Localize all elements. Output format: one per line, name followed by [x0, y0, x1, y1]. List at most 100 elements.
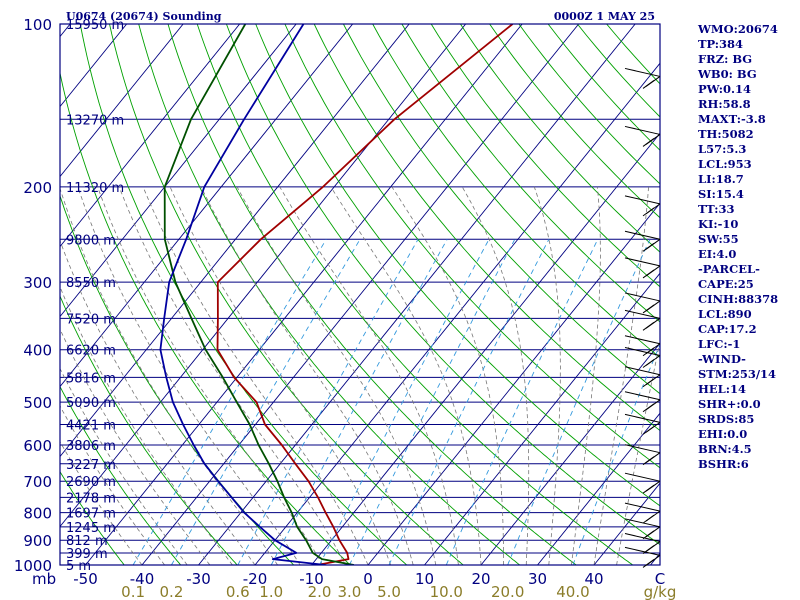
height-label: 8550 m [66, 276, 116, 291]
pressure-tick-label: 200 [23, 179, 52, 197]
stat-item: LI:18.7 [698, 172, 744, 186]
dry-adiabat-line [343, 24, 660, 395]
moist-adiabat-line [533, 186, 561, 565]
profile-lines [159, 24, 514, 565]
mixing-ratio-line [388, 239, 550, 565]
dry-adiabat-line [60, 295, 238, 565]
moist-adiabat-line [279, 186, 459, 565]
mixing-ratio-label: 0.1 [121, 583, 145, 600]
dry-adiabat-line [255, 24, 660, 507]
isotherm-line [254, 62, 660, 565]
stat-item: -WIND- [698, 352, 746, 366]
dry-adiabat-line [60, 70, 351, 565]
temperature-tick-label: -30 [186, 570, 211, 588]
dry-adiabat-line [109, 24, 464, 565]
height-label: 9800 m [66, 233, 116, 248]
stat-item: STM:253/14 [698, 367, 777, 381]
moist-adiabat-line [571, 186, 601, 565]
mixing-ratio-label: 10.0 [430, 583, 463, 600]
stat-item: LCL:953 [698, 157, 752, 171]
wind-barb [624, 472, 661, 494]
isotherm-line [60, 24, 354, 388]
mixing-ratio-line [572, 343, 660, 565]
wind-barb [624, 444, 661, 466]
mixing-ratio-label: 2.0 [308, 583, 332, 600]
stat-item: LFC:-1 [698, 337, 741, 351]
mixing-ratio-line [237, 239, 419, 565]
pressure-tick-label: 800 [23, 505, 52, 523]
moist-adiabat-line [60, 328, 211, 565]
isotherm-line [0, 24, 14, 565]
height-label: 15950 m [66, 18, 124, 33]
chart-title: U0674 (20674) Sounding [66, 10, 222, 23]
stat-item: WMO:20674 [698, 22, 778, 36]
stat-item: KI:-10 [698, 217, 739, 231]
moist-adiabat-line [118, 186, 346, 565]
isotherm-line [537, 412, 660, 565]
wind-barb [624, 67, 661, 89]
stat-item: HEL:14 [698, 382, 746, 396]
temperature-tick-label: 20 [471, 570, 490, 588]
mixing-ratio-label: 1.0 [259, 583, 283, 600]
dry-adiabat-line [430, 24, 660, 288]
moist-adiabat-line [60, 285, 233, 565]
height-label: 4421 m [66, 419, 116, 434]
dry-adiabat-line [196, 24, 633, 565]
mixing-ratio-line [132, 239, 327, 565]
stat-item: TP:384 [698, 37, 744, 51]
stat-item: CINH:88378 [698, 292, 779, 306]
temperature-tick-label: 0 [363, 570, 373, 588]
temperature-tick-label: -40 [130, 570, 155, 588]
dry-adiabat-line [460, 24, 660, 253]
wind-barb [624, 335, 661, 357]
moist-adiabat-line [77, 186, 301, 565]
temperature-tick-label: 30 [528, 570, 547, 588]
wind-barb [624, 125, 661, 147]
moist-adiabat-line [142, 186, 369, 565]
height-label: 3806 m [66, 439, 116, 454]
isotherm-line [480, 342, 660, 565]
moist-adiabat-line [461, 186, 530, 565]
height-label: 812 m [66, 534, 108, 549]
height-label: 5816 m [66, 371, 116, 386]
moist-adiabat-line [60, 187, 278, 565]
stat-item: EI:4.0 [698, 247, 737, 261]
stat-item: CAPE:25 [698, 277, 754, 291]
height-label: 11320 m [66, 181, 124, 196]
pressure-tick-label: 300 [23, 274, 52, 292]
wind-barb [624, 518, 661, 540]
pressure-tick-label: 700 [23, 473, 52, 491]
mixing-ratio-label: 0.2 [160, 583, 184, 600]
stat-item: PW:0.14 [698, 82, 752, 96]
height-label: 1697 m [66, 507, 116, 522]
dry-adiabat-line [60, 194, 295, 565]
wind-barb [624, 195, 661, 217]
temperature-tick-label: 10 [415, 570, 434, 588]
isotherm-line [85, 24, 523, 565]
wind-barb [624, 309, 661, 331]
pressure-tick-label: 1000 [14, 557, 52, 575]
wind-barb [624, 366, 661, 388]
moist-adiabat-line [97, 186, 324, 565]
mixing-ratio-line [171, 239, 361, 565]
pressure-unit-label: mb [32, 570, 56, 588]
wind-barb [624, 347, 661, 368]
wind-barb [624, 292, 661, 314]
mixing-ratio-label: 40.0 [556, 583, 589, 600]
dry-adiabat-line [79, 24, 408, 565]
stat-item: CAP:17.2 [698, 322, 757, 336]
height-label: 399 m [66, 547, 108, 562]
mixing-ratio-unit-label: g/kg [644, 583, 677, 600]
height-label: 3227 m [66, 458, 116, 473]
stat-item: BRN:4.5 [698, 442, 752, 456]
height-label: 1245 m [66, 521, 116, 536]
isotherm-line [60, 24, 184, 178]
moist-adiabat-line [593, 186, 649, 565]
dry-adiabat-line [313, 24, 660, 432]
isotherm-line [60, 24, 467, 528]
moist-adiabat-line [60, 367, 188, 565]
height-label: 6620 m [66, 344, 116, 359]
wind-barb [624, 502, 661, 524]
height-label: 5 m [66, 559, 91, 574]
